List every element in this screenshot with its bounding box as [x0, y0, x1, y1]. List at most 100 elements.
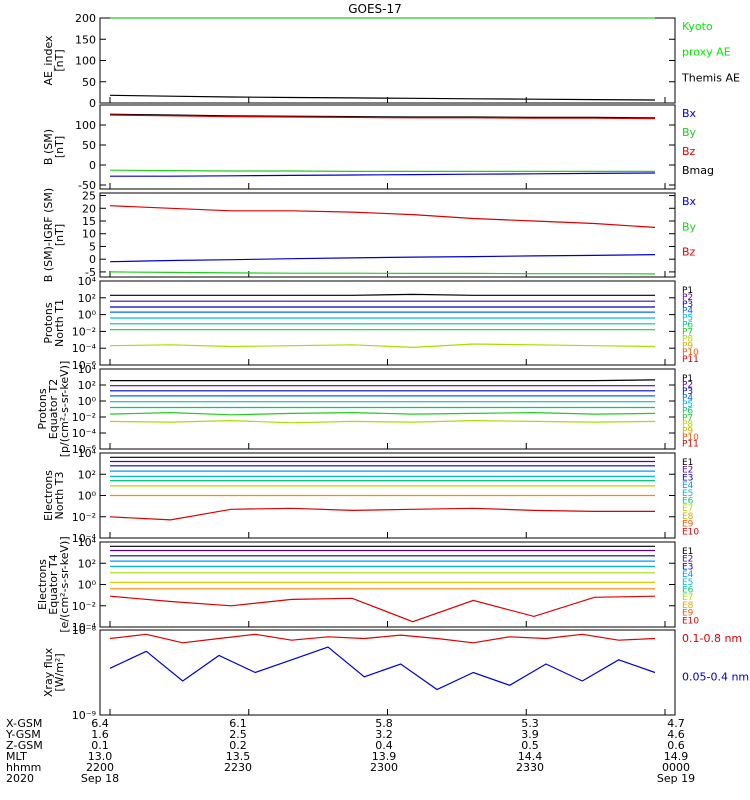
y-tick-label: 10⁴ [78, 275, 97, 288]
y-tick-label: 10⁴ [78, 363, 97, 376]
legend-label: P5 [682, 314, 693, 324]
x-axis-value: 4.7 [667, 717, 685, 730]
legend-label: P10 [682, 433, 699, 443]
legend-label: E2 [682, 555, 693, 565]
series-line-e10 [109, 507, 655, 521]
y-tick-label: 100 [75, 55, 96, 68]
x-axis-value: 4.6 [667, 728, 685, 741]
y-tick-label: 10² [78, 379, 96, 392]
y-axis-label: North T3 [53, 472, 66, 520]
x-axis-value: 14.4 [518, 750, 543, 763]
y-tick-label: 10⁰ [78, 490, 97, 503]
legend-label: E5 [682, 489, 693, 499]
y-axis-label: Xray flux [42, 647, 55, 697]
series-line-bz [109, 205, 656, 228]
y-tick-label: 10² [78, 468, 96, 481]
x-axis-value: 0.4 [375, 739, 393, 752]
legend-label: P3 [682, 300, 693, 310]
x-axis-value: 13.9 [372, 750, 397, 763]
legend-label: P10 [682, 348, 699, 358]
series-line-p1 [110, 293, 655, 296]
x-axis-value: Sep 19 [657, 772, 695, 785]
y-axis-label: Electrons [36, 559, 49, 610]
series-line-p7 [109, 411, 656, 416]
legend-label: Kyoto [682, 20, 713, 33]
legend-label: P7 [682, 327, 693, 337]
y-tick-label: 10² [78, 292, 96, 305]
y-tick-label: 10⁰ [78, 309, 97, 322]
y-axis-label: Equator T4 [47, 554, 60, 614]
legend-label: 0.1-0.8 nm [682, 632, 742, 645]
legend-label: E8 [682, 601, 694, 611]
series-line-bmag [109, 113, 656, 119]
y-tick-label: 10⁻⁴ [72, 532, 97, 545]
x-axis-value: 0.5 [521, 739, 539, 752]
x-axis-value: 14.9 [664, 750, 689, 763]
series-line-e10 [109, 595, 656, 623]
legend-label: E1 [682, 547, 693, 557]
row-label: Z-GSM [6, 739, 43, 752]
legend-label: P7 [682, 413, 693, 423]
y-tick-label: 0 [89, 159, 96, 172]
panel-frame [99, 17, 676, 104]
legend-label: proxy AE [682, 46, 731, 59]
y-tick-label: 10⁻² [72, 511, 96, 524]
y-tick-label: 10 [82, 228, 96, 241]
y-tick-label: 200 [75, 12, 96, 25]
x-axis-value: 0000 [662, 761, 690, 774]
y-tick-label: 10⁻² [72, 325, 96, 338]
legend-label: Themis AE [681, 71, 740, 84]
y-tick-label: 10⁻⁴ [72, 621, 97, 634]
row-label: 2020 [6, 772, 34, 785]
y-tick-label: 10⁻⁸ [72, 624, 97, 637]
legend-label: E3 [682, 562, 693, 572]
series-line-p8 [109, 343, 656, 349]
x-axis-value: 2300 [370, 761, 398, 774]
row-label: hhmm [6, 761, 41, 774]
row-label: Y-GSM [5, 728, 41, 741]
panel-8: 10⁻⁸ 10⁻⁹ Xray flux[W/m²] 0.1-0.8 nm 0.05-0.… [42, 624, 749, 722]
y-axis-label: [nT] [53, 49, 66, 71]
x-axis-table: X-GSMY-GSMZ-GSMMLThhmm20206.41.60.113.02… [5, 717, 695, 785]
y-axis-label: Protons [36, 388, 49, 429]
legend-label: P2 [682, 381, 693, 391]
legend-label: E3 [682, 473, 693, 483]
y-tick-label: 10⁴ [78, 447, 97, 460]
legend-label: E8 [682, 512, 694, 522]
y-tick-label: 10⁰ [78, 579, 97, 592]
y-axis-label: [nT] [53, 224, 66, 246]
y-tick-label: 25 [82, 190, 96, 203]
legend-label: E2 [682, 466, 693, 476]
x-axis-value: 6.4 [91, 717, 109, 730]
series-line-bz [109, 114, 656, 120]
legend-label: P9 [682, 426, 693, 436]
y-axis-label: North T1 [53, 299, 66, 347]
legend-label: Bz [682, 246, 696, 259]
legend-label: Bx [682, 107, 697, 120]
y-axis-label: Equator T2 [47, 379, 60, 439]
legend-label: Bmag [682, 164, 714, 177]
panel-frame [99, 280, 676, 366]
x-axis-value: 2.5 [229, 728, 247, 741]
x-axis-value: 2230 [224, 761, 252, 774]
legend-label: P4 [682, 307, 693, 317]
y-tick-label: 10² [78, 557, 96, 570]
x-axis-value: 0.2 [229, 739, 247, 752]
y-tick-label: 0 [89, 253, 96, 266]
series-line-by [109, 271, 656, 275]
y-axis-label: Protons [42, 302, 55, 343]
x-axis-value: 13.5 [226, 750, 251, 763]
legend-label: P11 [682, 355, 699, 365]
y-tick-label: -50 [78, 179, 96, 192]
series-line-by [109, 169, 655, 172]
legend-label: E6 [682, 497, 694, 507]
series-line-bx [110, 172, 656, 177]
x-axis-value: Sep 18 [81, 772, 119, 785]
legend-label: P9 [682, 341, 693, 351]
legend-label: E4 [682, 481, 694, 491]
legend-label: E4 [682, 570, 694, 580]
series-line-p1 [110, 379, 656, 382]
